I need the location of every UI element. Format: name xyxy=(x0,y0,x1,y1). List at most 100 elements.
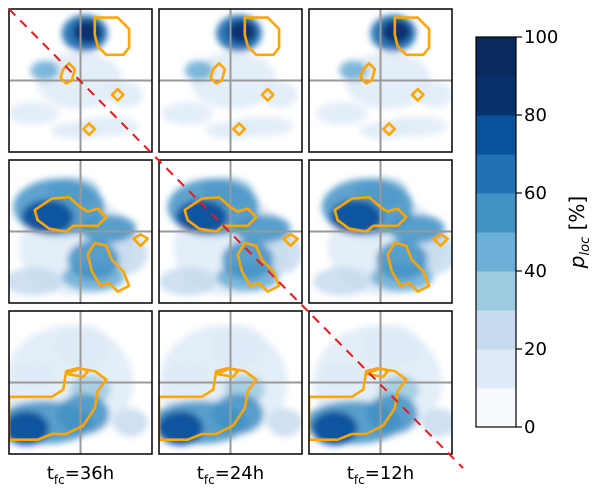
panel-r3-c2 xyxy=(158,310,303,455)
panel-frame xyxy=(158,8,303,153)
panel-r2-c3 xyxy=(308,159,453,304)
probability-blob xyxy=(30,60,60,81)
colorbar-tick-label: 40 xyxy=(524,261,547,282)
probability-blob xyxy=(109,81,144,108)
panel-frame xyxy=(158,310,303,455)
panel-r1-c3 xyxy=(308,8,453,153)
panel-r3-c3 xyxy=(308,310,453,455)
probability-blob xyxy=(73,20,102,44)
panel-r3-c1 xyxy=(8,310,153,455)
panel-frame xyxy=(8,310,153,455)
observation-contour xyxy=(209,61,227,85)
probability-blob xyxy=(9,267,62,296)
diagonal-reference-line xyxy=(8,8,464,469)
probability-blob xyxy=(363,325,421,369)
colorbar-segment xyxy=(476,76,516,116)
probability-blob xyxy=(211,393,264,434)
probability-blob xyxy=(184,60,214,81)
observation-contour xyxy=(64,366,89,379)
probability-blob xyxy=(267,408,302,437)
probability-blob xyxy=(159,267,217,296)
colorbar-title: ploc [%] xyxy=(565,196,593,269)
probability-blob xyxy=(233,214,291,243)
colorbar-frame xyxy=(475,36,517,428)
observation-contour xyxy=(59,61,77,85)
probability-blob xyxy=(417,81,452,108)
observation-contour xyxy=(309,366,408,442)
column-label: tfc=12h xyxy=(347,463,414,487)
colorbar-segment xyxy=(476,37,516,77)
observation-contour xyxy=(110,87,125,102)
probability-blob xyxy=(263,81,298,108)
observation-contour xyxy=(159,366,258,442)
observation-contour xyxy=(236,241,281,293)
probability-blob xyxy=(21,200,74,235)
probability-blob xyxy=(387,214,445,243)
column-labels: tfc=36h tfc=24h tfc=12h xyxy=(47,463,414,487)
observation-contour xyxy=(82,122,97,137)
probability-blob xyxy=(313,267,371,296)
panel-frame xyxy=(308,8,453,153)
column-label: tfc=24h xyxy=(197,463,264,487)
probability-blob xyxy=(9,101,60,125)
observation-contour xyxy=(93,16,131,57)
probability-blob xyxy=(316,101,368,125)
observation-contour xyxy=(232,122,247,137)
observation-contour xyxy=(410,87,425,102)
panel-grid xyxy=(8,8,453,455)
probability-blob xyxy=(161,101,214,125)
probability-blob xyxy=(209,325,267,369)
observation-contour xyxy=(364,366,389,379)
observation-contour xyxy=(432,233,450,248)
panel-frame xyxy=(308,159,453,304)
probability-blob xyxy=(79,214,137,243)
observation-contour xyxy=(214,366,239,379)
colorbar-tick-label: 0 xyxy=(524,417,535,438)
colorbar-segment xyxy=(476,115,516,155)
colorbar-segment xyxy=(476,388,516,428)
panel-r1-c1 xyxy=(8,8,153,153)
probability-blob xyxy=(9,411,50,446)
observation-contour xyxy=(386,241,431,293)
probability-blob xyxy=(57,393,110,434)
panel-r2-c1 xyxy=(8,159,153,304)
observation-contour xyxy=(282,233,300,248)
column-label: tfc=36h xyxy=(47,463,114,487)
observation-contour xyxy=(382,122,397,137)
observation-contour xyxy=(333,195,408,233)
colorbar-segment xyxy=(476,193,516,233)
colorbar-segment xyxy=(476,154,516,194)
observation-contour xyxy=(132,233,149,248)
observation-contour xyxy=(243,16,281,57)
probability-blob xyxy=(166,361,210,390)
colorbar-tick-label: 80 xyxy=(524,105,547,126)
probability-blob xyxy=(221,240,274,281)
observation-contour xyxy=(9,366,108,442)
observation-contour xyxy=(359,61,377,85)
colorbar-segment xyxy=(476,271,516,311)
observation-contour xyxy=(260,87,275,102)
panel-r1-c2 xyxy=(158,8,303,153)
probability-blob xyxy=(11,361,55,390)
observation-contour xyxy=(183,195,258,233)
observation-contour xyxy=(86,241,131,293)
colorbar-tick-label: 60 xyxy=(524,183,547,204)
probability-blob xyxy=(320,361,364,390)
probability-blob xyxy=(421,408,452,437)
observation-contour xyxy=(33,195,108,233)
panel-frame xyxy=(308,310,453,455)
panel-frame xyxy=(8,8,153,153)
panel-frame xyxy=(158,159,303,304)
probability-blob xyxy=(381,20,411,44)
colorbar-segment xyxy=(476,232,516,272)
probability-blob xyxy=(113,408,148,437)
colorbar-segment xyxy=(476,349,516,389)
colorbar-tick-label: 20 xyxy=(524,339,547,360)
observation-contour xyxy=(393,16,431,57)
panel-frame xyxy=(8,159,153,304)
colorbar-segment xyxy=(476,310,516,350)
colorbar: 0 20 40 60 80 100 ploc [%] xyxy=(475,27,593,438)
probability-blob xyxy=(54,325,112,369)
probability-blob xyxy=(376,240,428,281)
